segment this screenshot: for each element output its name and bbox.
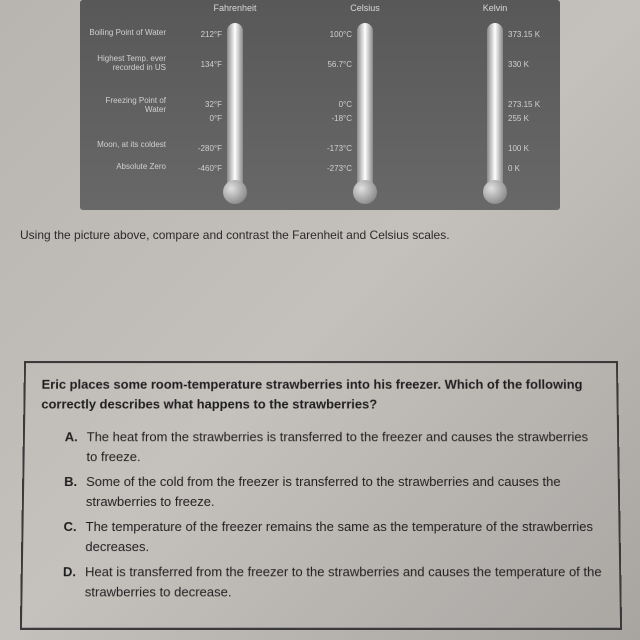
celsius-thermometer bbox=[357, 23, 373, 188]
label-highest: Highest Temp. ever recorded in US bbox=[84, 55, 166, 73]
choice-c: C. The temperature of the freezer remain… bbox=[63, 517, 603, 556]
choice-b: B. Some of the cold from the freezer is … bbox=[64, 472, 602, 511]
multiple-choice-question: Eric places some room-temperature strawb… bbox=[20, 361, 622, 630]
fahrenheit-column: Fahrenheit 212°F 134°F 32°F 0°F -280°F -… bbox=[170, 5, 300, 205]
fahrenheit-title: Fahrenheit bbox=[170, 3, 300, 13]
question-compare-contrast: Using the picture above, compare and con… bbox=[20, 228, 450, 242]
fahrenheit-thermometer bbox=[227, 23, 243, 188]
celsius-column: Celsius 100°C 56.7°C 0°C -18°C -173°C -2… bbox=[300, 5, 430, 205]
question-stem: Eric places some room-temperature strawb… bbox=[41, 375, 601, 414]
celsius-title: Celsius bbox=[300, 3, 430, 13]
label-moon: Moon, at its coldest bbox=[84, 141, 166, 150]
kelvin-column: Kelvin 373.15 K 330 K 273.15 K 255 K 100… bbox=[430, 5, 560, 205]
label-absolute-zero: Absolute Zero bbox=[84, 163, 166, 172]
label-boiling: Boiling Point of Water bbox=[84, 29, 166, 38]
temperature-scales-diagram: Boiling Point of Water Highest Temp. eve… bbox=[80, 0, 560, 210]
row-labels-column: Boiling Point of Water Highest Temp. eve… bbox=[80, 5, 170, 205]
label-freezing: Freezing Point of Water bbox=[84, 97, 166, 115]
choice-a: A. The heat from the strawberries is tra… bbox=[64, 427, 601, 466]
kelvin-title: Kelvin bbox=[430, 3, 560, 13]
kelvin-thermometer bbox=[487, 23, 503, 188]
choice-d: D. Heat is transferred from the freezer … bbox=[63, 562, 604, 601]
